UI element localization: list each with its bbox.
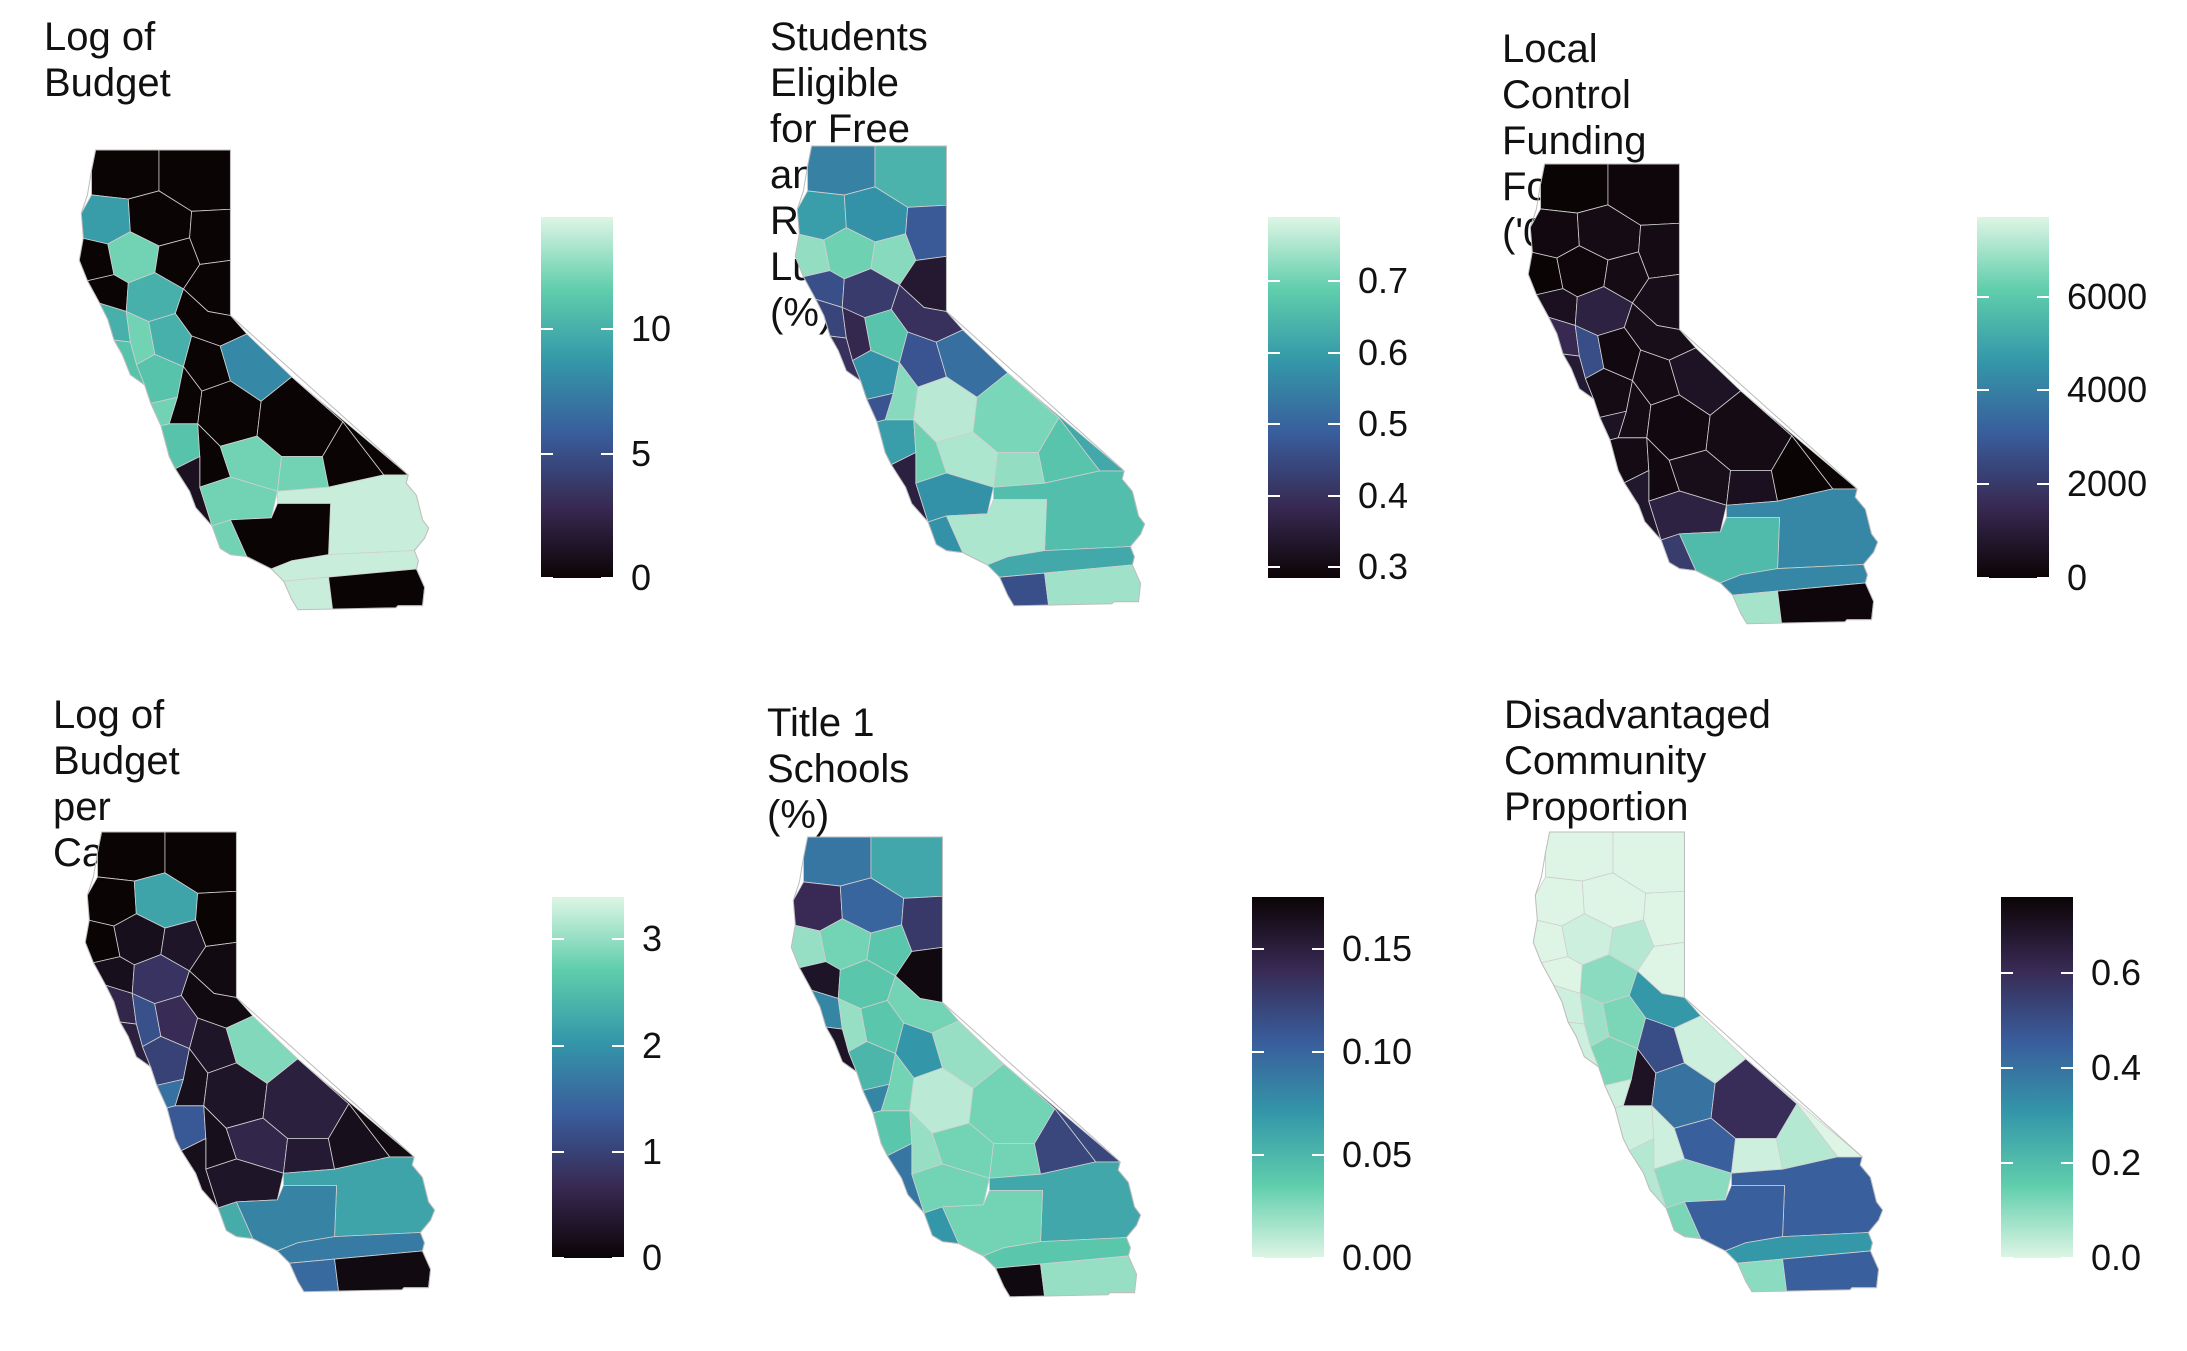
color-legend-bar <box>1268 217 1340 578</box>
legend-tick-label: 3 <box>642 918 663 960</box>
legend-tick-label: 2000 <box>2067 463 2148 505</box>
county-region <box>276 456 330 492</box>
legend-tick-label: 0 <box>631 557 652 598</box>
color-legend-bar <box>1977 217 2049 578</box>
california-county-map <box>794 145 1146 607</box>
legend-tick-label: 0.3 <box>1358 546 1409 588</box>
county-region <box>1545 832 1614 882</box>
county-region <box>1725 470 1779 506</box>
state-outline <box>1527 163 1879 625</box>
county-region <box>803 837 872 887</box>
county-region <box>282 1138 336 1174</box>
state-outline <box>794 145 1146 607</box>
california-county-map <box>78 149 430 611</box>
county-region <box>992 452 1046 488</box>
county-region <box>1736 1258 1788 1292</box>
legend-tick-label: 0.5 <box>1358 403 1409 445</box>
legend-tick-label: 0.6 <box>1358 331 1409 373</box>
legend-tick-label: 6000 <box>2067 275 2148 317</box>
legend-tick-label: 0.05 <box>1342 1133 1413 1175</box>
state-outline <box>84 831 436 1293</box>
legend-tick-label: 10 <box>631 308 672 350</box>
county-region <box>1731 590 1783 624</box>
california-county-map <box>1532 831 1884 1293</box>
county-region <box>97 832 166 882</box>
county-region <box>288 1258 340 1292</box>
legend-tick-label: 0.4 <box>2091 1047 2142 1088</box>
county-region <box>282 576 334 610</box>
california-county-map <box>84 831 436 1293</box>
county-region <box>91 150 160 200</box>
legend-tick-label: 4000 <box>2067 369 2148 411</box>
state-outline <box>790 836 1142 1298</box>
panel-title: Disadvantaged Community Proportion <box>1504 693 1771 829</box>
color-legend-bar <box>2001 897 2073 1258</box>
state-outline <box>1532 831 1884 1293</box>
legend-tick-label: 0.15 <box>1342 927 1413 969</box>
legend-tick-label: 0 <box>2067 557 2088 598</box>
legend-tick-label: 5 <box>631 432 652 474</box>
county-region <box>807 146 876 196</box>
legend-tick-label: 2 <box>642 1024 663 1066</box>
california-county-map <box>790 836 1142 1298</box>
county-region <box>988 1143 1042 1179</box>
state-outline <box>78 149 430 611</box>
legend-tick-label: 0.2 <box>2091 1142 2142 1183</box>
legend-tick-label: 0 <box>642 1237 663 1278</box>
california-county-map <box>1527 163 1879 625</box>
county-region <box>1730 1138 1784 1174</box>
color-legend-bar <box>1252 897 1324 1258</box>
county-region <box>1540 164 1609 214</box>
legend-tick-label: 1 <box>642 1130 663 1172</box>
legend-tick-label: 0.10 <box>1342 1030 1413 1072</box>
legend-tick-label: 0.00 <box>1342 1237 1413 1278</box>
color-legend-bar <box>541 217 613 578</box>
panel-title: Log of Budget <box>44 15 171 105</box>
legend-tick-label: 0.7 <box>1358 260 1409 302</box>
legend-tick-label: 0.4 <box>1358 474 1409 516</box>
legend-tick-label: 0.0 <box>2091 1237 2142 1278</box>
color-legend-bar <box>552 897 624 1258</box>
panel-title: Title 1 Schools (%) <box>767 701 910 837</box>
county-region <box>994 1263 1046 1297</box>
county-region <box>998 572 1050 606</box>
legend-tick-label: 0.6 <box>2091 952 2142 993</box>
